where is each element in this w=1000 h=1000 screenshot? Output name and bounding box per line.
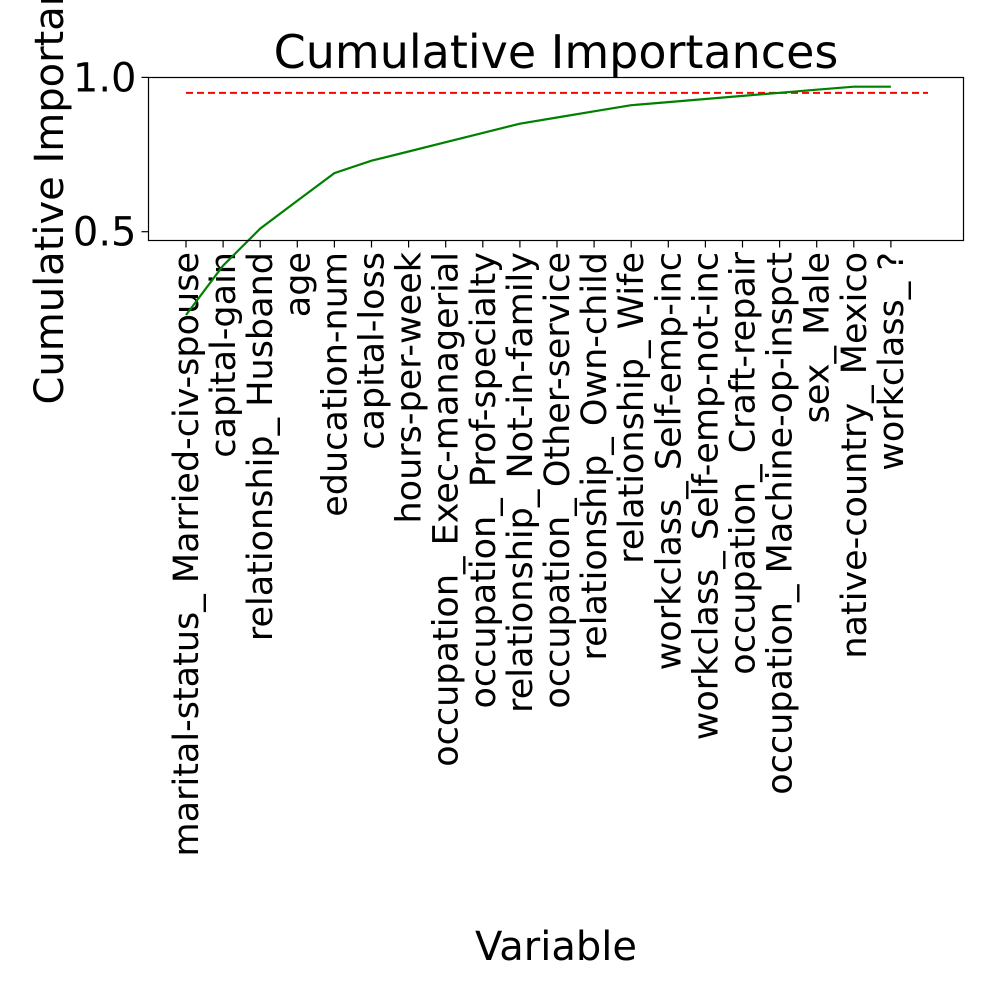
y-tick-label: 0.5 [73,210,137,256]
x-tick-label: workclass_ ? [872,252,912,471]
x-tick-label: occupation_ Other-service [538,252,578,709]
x-tick-label: capital-gain [204,252,244,458]
plot-frame [147,76,965,242]
x-tick-label: hours-per-week [390,251,430,523]
x-tick-label: native-country_ Mexico [835,252,875,659]
y-axis-label: Cumulative Importances [27,0,73,405]
x-tick-label: marital-status_ Married-civ-spouse [167,252,207,856]
y-tick-label: 1.0 [73,55,137,101]
x-tick-label: occupation_ Craft-repair [724,251,764,674]
x-tick-label: relationship_ Wife [612,252,652,564]
x-tick-label: sex_ Male [798,252,838,423]
x-tick-label: occupation_ Prof-specialty [464,252,504,709]
x-tick-label: workclass_ Self-emp-inc [649,252,689,670]
cumulative-importance-line [185,85,891,316]
x-axis-label: Variable [475,924,637,970]
x-tick-label: capital-loss [353,252,393,450]
x-tick-label: age [278,252,318,317]
x-tick-label: relationship_ Not-in-family [501,252,541,713]
x-tick-label: education-num [315,252,355,517]
x-tick-label: relationship_ Own-child [575,252,615,660]
chart-title: Cumulative Importances [274,25,839,79]
x-tick-label: workclass_ Self-emp-not-inc [686,252,726,740]
x-tick-label: occupation_ Exec-managerial [427,252,467,767]
x-tick-label: occupation_ Machine-op-inspct [761,252,801,795]
x-tick-label: relationship_ Husband [241,252,281,641]
